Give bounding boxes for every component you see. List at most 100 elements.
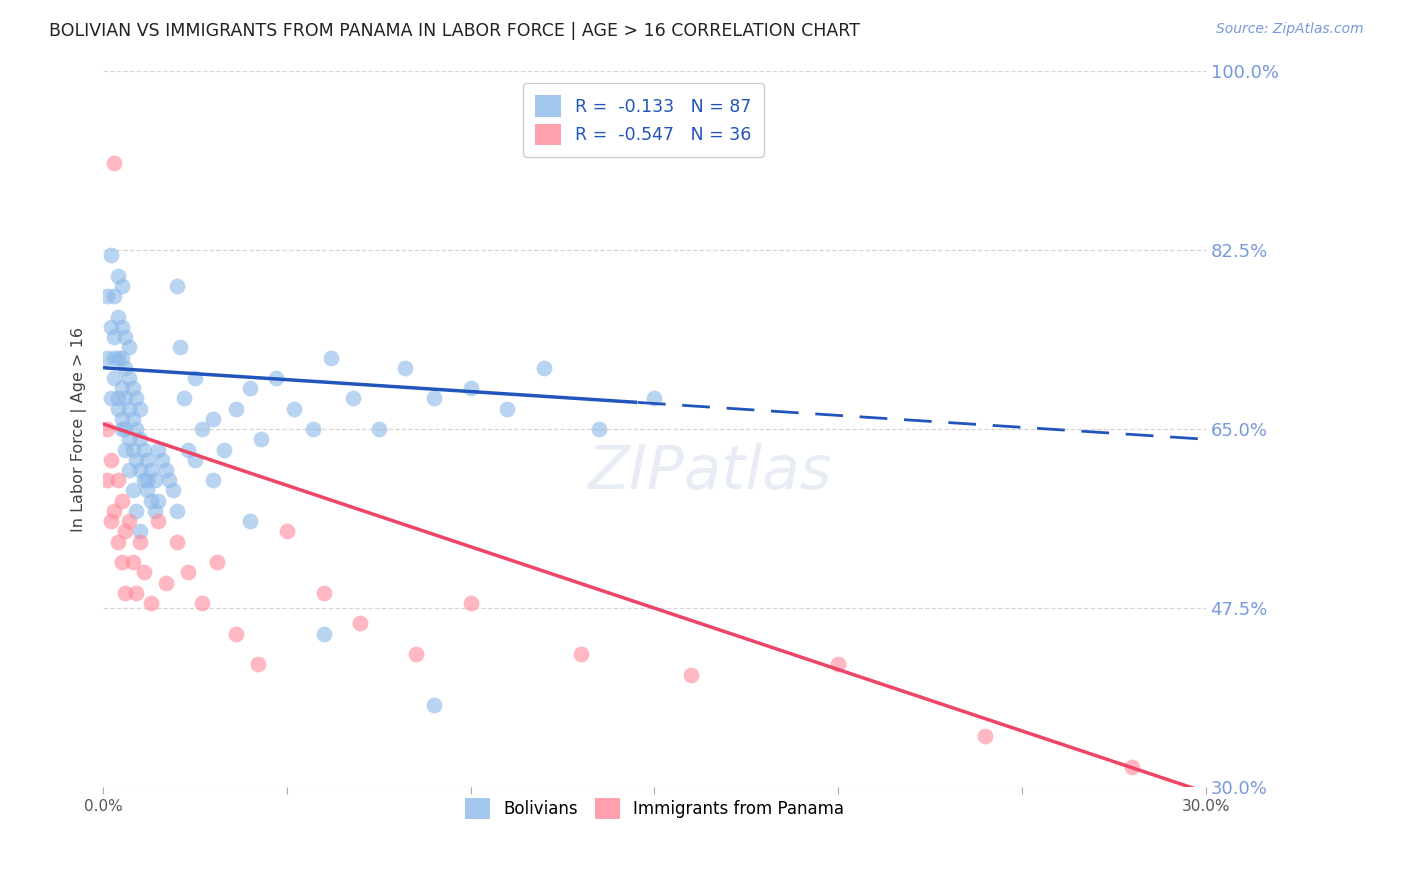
Point — [110, 412, 132, 426]
Point — [169, 340, 191, 354]
Point — [96, 473, 118, 487]
Point — [100, 452, 122, 467]
Point — [110, 279, 132, 293]
Point — [125, 586, 148, 600]
Point — [250, 433, 273, 447]
Point — [100, 319, 122, 334]
Point — [264, 371, 287, 385]
Point — [125, 504, 148, 518]
Point — [349, 616, 371, 631]
Point — [136, 473, 159, 487]
Point — [139, 493, 162, 508]
Point — [155, 575, 177, 590]
Point — [588, 422, 610, 436]
Point — [173, 392, 195, 406]
Point — [129, 524, 152, 539]
Point — [184, 371, 207, 385]
Point — [1121, 760, 1143, 774]
Point — [148, 442, 170, 457]
Point — [157, 473, 180, 487]
Point — [177, 442, 200, 457]
Point — [191, 422, 214, 436]
Point — [155, 463, 177, 477]
Point — [96, 422, 118, 436]
Point — [681, 667, 703, 681]
Point — [312, 626, 335, 640]
Point — [118, 514, 141, 528]
Point — [110, 555, 132, 569]
Text: ZIPatlas: ZIPatlas — [588, 442, 832, 501]
Point — [118, 340, 141, 354]
Point — [225, 401, 247, 416]
Point — [246, 657, 269, 672]
Point — [129, 534, 152, 549]
Point — [121, 442, 143, 457]
Point — [132, 442, 155, 457]
Point — [110, 381, 132, 395]
Point — [100, 248, 122, 262]
Point — [405, 647, 427, 661]
Text: BOLIVIAN VS IMMIGRANTS FROM PANAMA IN LABOR FORCE | AGE > 16 CORRELATION CHART: BOLIVIAN VS IMMIGRANTS FROM PANAMA IN LA… — [49, 22, 860, 40]
Point — [103, 371, 125, 385]
Point — [114, 392, 136, 406]
Point — [125, 392, 148, 406]
Point — [103, 156, 125, 170]
Point — [114, 422, 136, 436]
Point — [460, 596, 482, 610]
Y-axis label: In Labor Force | Age > 16: In Labor Force | Age > 16 — [72, 326, 87, 532]
Point — [100, 392, 122, 406]
Point — [118, 371, 141, 385]
Point — [319, 351, 342, 365]
Point — [184, 452, 207, 467]
Point — [312, 586, 335, 600]
Point — [132, 566, 155, 580]
Point — [125, 452, 148, 467]
Point — [533, 360, 555, 375]
Point — [136, 452, 159, 467]
Point — [139, 463, 162, 477]
Point — [107, 351, 129, 365]
Point — [143, 473, 166, 487]
Point — [103, 351, 125, 365]
Point — [103, 330, 125, 344]
Point — [225, 626, 247, 640]
Point — [239, 381, 262, 395]
Point — [202, 412, 225, 426]
Point — [110, 319, 132, 334]
Point — [166, 534, 188, 549]
Point — [239, 514, 262, 528]
Point — [114, 586, 136, 600]
Point — [342, 392, 364, 406]
Point — [394, 360, 416, 375]
Point — [827, 657, 849, 672]
Point — [96, 351, 118, 365]
Point — [136, 483, 159, 498]
Point — [103, 289, 125, 303]
Point — [202, 473, 225, 487]
Point — [114, 330, 136, 344]
Point — [96, 289, 118, 303]
Point — [114, 442, 136, 457]
Point — [166, 504, 188, 518]
Point — [118, 433, 141, 447]
Point — [423, 392, 446, 406]
Point — [205, 555, 228, 569]
Point — [423, 698, 446, 713]
Point — [107, 534, 129, 549]
Point — [110, 422, 132, 436]
Point — [118, 401, 141, 416]
Point — [107, 473, 129, 487]
Point — [460, 381, 482, 395]
Point — [107, 401, 129, 416]
Point — [107, 268, 129, 283]
Point — [110, 493, 132, 508]
Point — [166, 279, 188, 293]
Point — [129, 463, 152, 477]
Point — [110, 351, 132, 365]
Point — [177, 566, 200, 580]
Point — [100, 514, 122, 528]
Point — [125, 422, 148, 436]
Point — [129, 401, 152, 416]
Point — [301, 422, 323, 436]
Point — [107, 392, 129, 406]
